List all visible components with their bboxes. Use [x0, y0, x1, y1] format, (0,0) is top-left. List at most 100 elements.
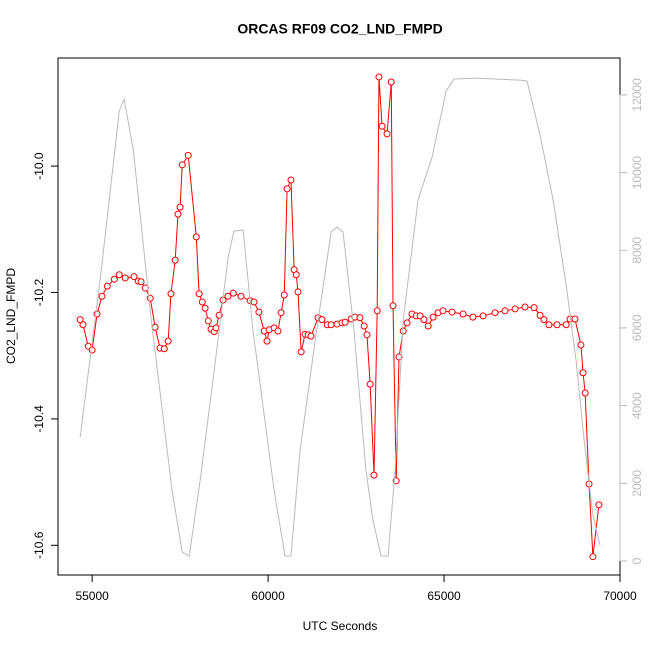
data-point [375, 73, 383, 81]
y2-tick-label: 8000 [630, 237, 644, 264]
data-point [307, 332, 315, 340]
data-point [373, 307, 381, 315]
y2-tick-label: 12000 [630, 78, 644, 112]
data-point [137, 278, 145, 286]
data-point [176, 203, 184, 211]
data-point [79, 321, 87, 329]
data-point [110, 275, 118, 283]
y2-tick-label: 0 [630, 557, 644, 564]
x-axis-title: UTC Seconds [303, 619, 378, 633]
data-point [115, 271, 123, 279]
data-point [294, 288, 302, 296]
data-point [360, 322, 368, 330]
y2-tick-label: 4000 [630, 392, 644, 419]
y2-tick-label: 2000 [630, 470, 644, 497]
x-tick-label: 60000 [251, 589, 285, 603]
data-point [366, 380, 374, 388]
data-point [341, 318, 349, 326]
data-point [356, 314, 364, 322]
data-point [287, 176, 295, 184]
x-tick-label: 70000 [603, 589, 637, 603]
data-point [164, 337, 172, 345]
data-point [151, 323, 159, 331]
data-point [579, 369, 587, 377]
data-point [545, 321, 553, 329]
data-point [160, 345, 168, 353]
data-point [521, 303, 529, 311]
data-point [589, 553, 597, 561]
data-point [469, 313, 477, 321]
data-point [93, 310, 101, 318]
y-tick-label: -10.6 [32, 531, 46, 559]
data-point [195, 290, 203, 298]
data-point [229, 289, 237, 297]
data-point [224, 292, 232, 300]
data-point [378, 122, 386, 130]
data-point [274, 327, 282, 335]
data-point [577, 341, 585, 349]
data-point [130, 273, 138, 281]
data-point [318, 316, 326, 324]
data-point [403, 319, 411, 327]
x-tick-label: 65000 [427, 589, 461, 603]
data-point [263, 337, 271, 345]
data-point [103, 282, 111, 290]
data-point [530, 304, 538, 312]
data-point [571, 315, 579, 323]
data-point [292, 271, 300, 279]
data-point [88, 346, 96, 354]
data-point [198, 298, 206, 306]
data-point [171, 256, 179, 264]
y-tick-label: -10.2 [32, 278, 46, 306]
data-point [501, 307, 509, 315]
data-point [297, 348, 305, 356]
data-point [370, 471, 378, 479]
data-point [363, 331, 371, 339]
data-point [536, 311, 544, 319]
x-tick-label: 55000 [75, 589, 109, 603]
data-point [277, 309, 285, 317]
data-point [553, 321, 561, 329]
y2-tick-label: 10000 [630, 156, 644, 190]
data-point [174, 210, 182, 218]
data-point [562, 321, 570, 329]
altitude-line [79, 77, 601, 557]
data-point [459, 310, 467, 318]
data-point [439, 307, 447, 315]
data-point [280, 291, 288, 299]
data-point [327, 321, 335, 329]
data-point [237, 292, 245, 300]
data-point [283, 185, 291, 193]
data-point [420, 316, 428, 324]
data-point [387, 78, 395, 86]
data-point [178, 161, 186, 169]
data-point [389, 302, 397, 310]
data-point [146, 294, 154, 302]
y-tick-label: -10.4 [32, 405, 46, 433]
data-point [511, 305, 519, 313]
data-point [192, 233, 200, 241]
data-point [98, 292, 106, 300]
data-point [255, 308, 263, 316]
y-axis-title: CO2_LND_FMPD [4, 268, 18, 364]
data-point [201, 304, 209, 312]
data-point [184, 151, 192, 159]
data-point [395, 353, 403, 361]
data-point [121, 274, 129, 282]
data-point [212, 324, 220, 332]
data-point [204, 317, 212, 325]
data-point [429, 313, 437, 321]
data-point [167, 290, 175, 298]
data-point [595, 501, 603, 509]
y-tick-label: -10.0 [32, 152, 46, 180]
data-point [479, 312, 487, 320]
y2-tick-label: 6000 [630, 314, 644, 341]
chart-title: ORCAS RF09 CO2_LND_FMPD [237, 21, 442, 37]
data-point [250, 298, 258, 306]
data-point [581, 389, 589, 397]
data-point [448, 308, 456, 316]
data-point [424, 322, 432, 330]
data-point [383, 130, 391, 138]
data-point [491, 309, 499, 317]
